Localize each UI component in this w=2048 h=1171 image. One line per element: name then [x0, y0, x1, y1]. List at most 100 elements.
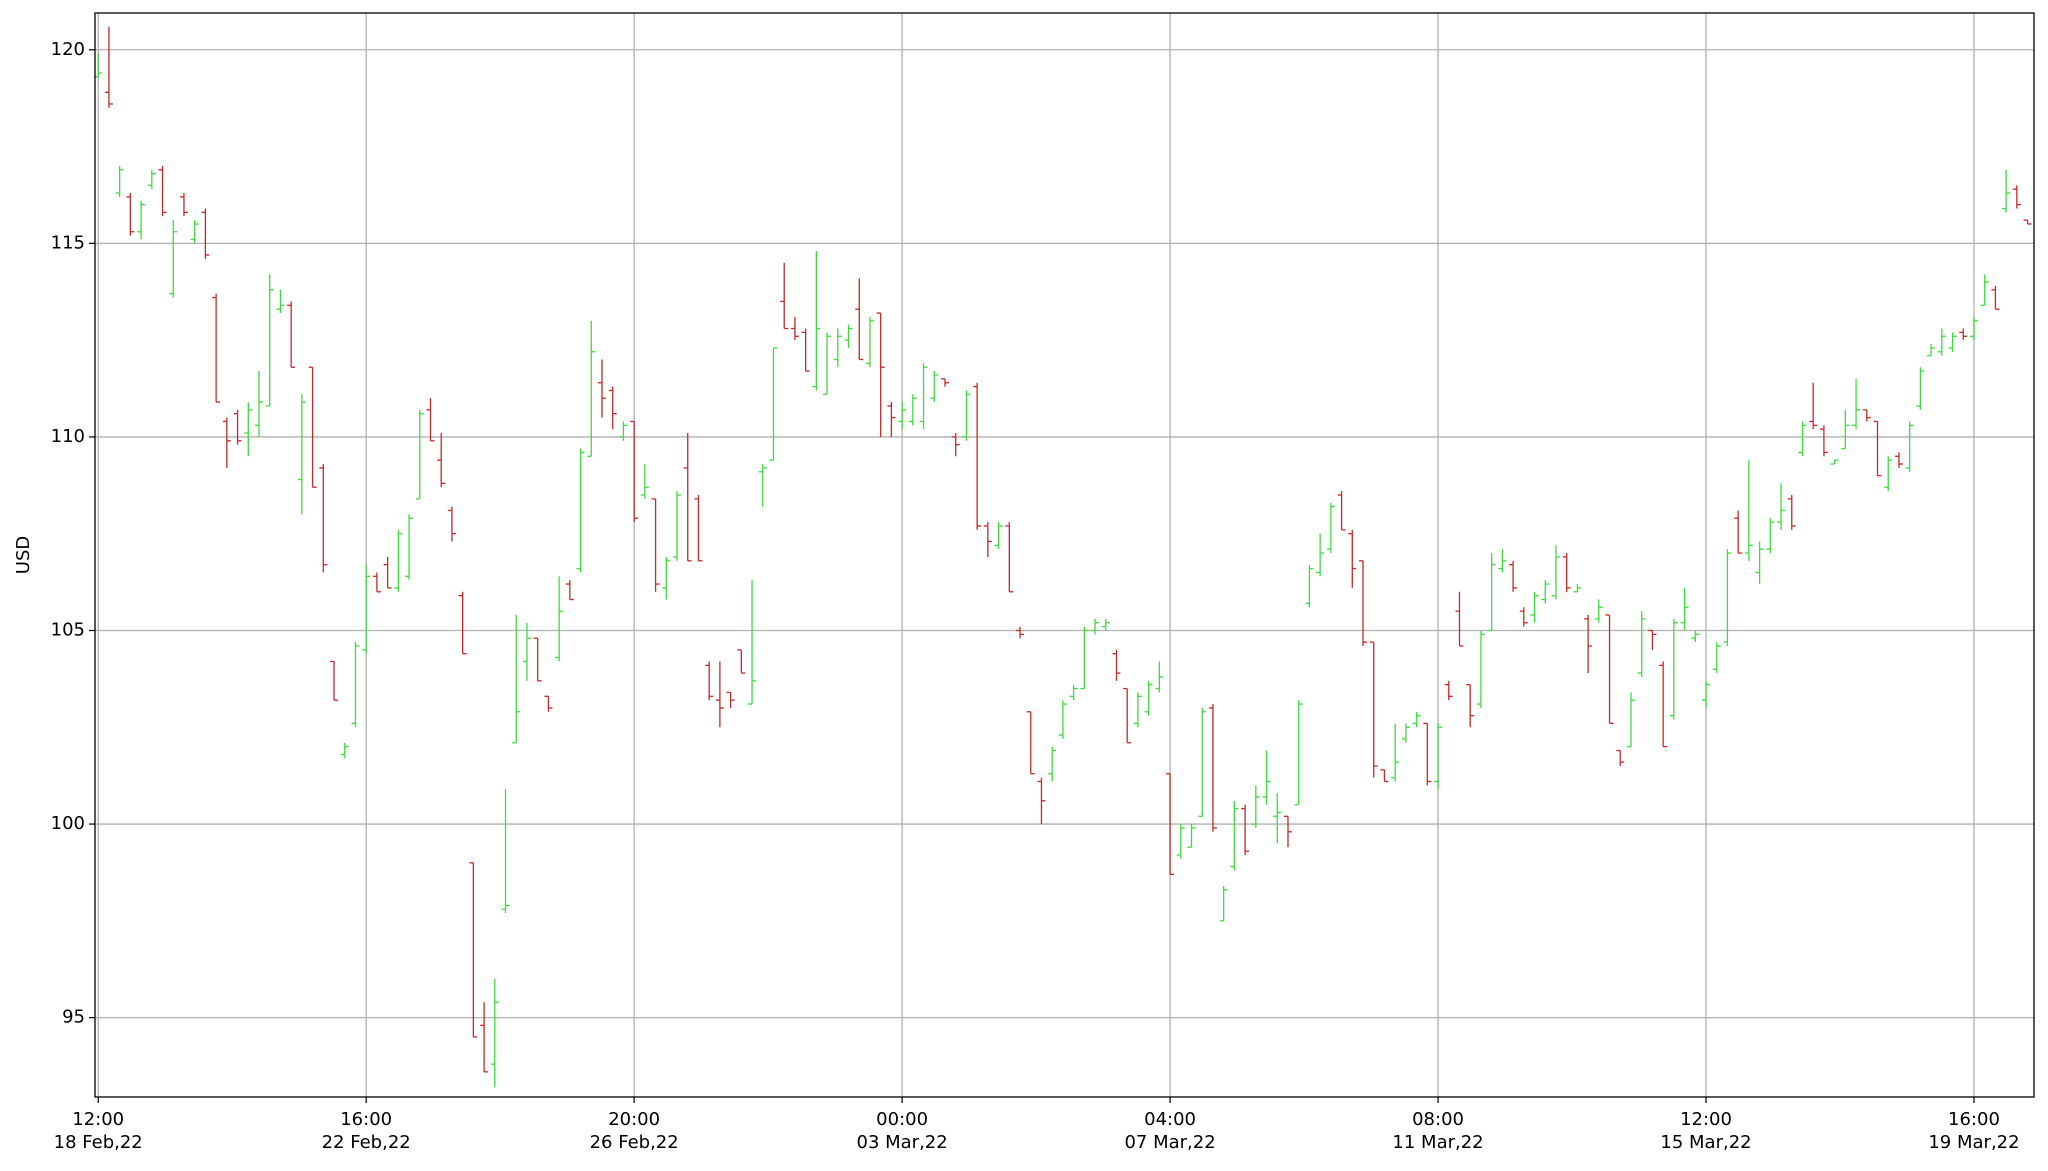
ohlc-bar	[233, 409, 242, 445]
ohlc-bar	[147, 169, 156, 190]
ohlc-bar	[1530, 591, 1539, 623]
ohlc-bar	[1166, 773, 1175, 876]
ohlc-bar	[1766, 518, 1775, 554]
x-tick-label: 04:00 07 Mar,22	[1124, 1109, 1216, 1153]
ohlc-bar	[512, 615, 521, 744]
ohlc-bar	[287, 301, 296, 368]
ohlc-bar	[940, 378, 949, 387]
ohlc-bar	[265, 274, 274, 407]
ohlc-bar	[1369, 641, 1378, 778]
ohlc-bar	[319, 464, 328, 573]
ohlc-bar	[1380, 769, 1389, 783]
ohlc-bar	[1423, 722, 1432, 786]
ohlc-bar	[1198, 707, 1207, 817]
x-tick-label: 00:00 03 Mar,22	[856, 1109, 948, 1153]
ohlc-bar	[1048, 746, 1057, 782]
bars	[94, 26, 2032, 1088]
ohlc-bar	[308, 366, 317, 488]
ohlc-bar	[983, 522, 992, 557]
ohlc-bar	[823, 332, 832, 395]
ohlc-bar	[930, 371, 939, 403]
ohlc-bar	[2002, 169, 2011, 213]
ohlc-bar	[1412, 711, 1421, 728]
ohlc-bar	[1326, 502, 1335, 554]
ohlc-bar	[758, 464, 767, 507]
ohlc-bar	[1359, 560, 1368, 646]
ohlc-bar	[415, 409, 424, 500]
ohlc-bar	[1894, 452, 1903, 468]
ohlc-bar	[190, 220, 199, 244]
ohlc-bar	[1980, 274, 1989, 306]
y-tick-label: 110	[51, 426, 85, 447]
ohlc-bar	[876, 312, 885, 437]
ohlc-bar	[297, 394, 306, 515]
ohlc-bar	[1305, 564, 1314, 608]
ohlc-bar	[790, 316, 799, 341]
ohlc-bar	[715, 661, 724, 728]
ohlc-bar	[1112, 649, 1121, 681]
y-tick-label: 120	[51, 39, 85, 60]
ohlc-bar	[1819, 425, 1828, 457]
ohlc-bar	[522, 622, 531, 681]
ohlc-bar	[1487, 553, 1496, 632]
ohlc-bar	[1058, 700, 1067, 739]
x-tick-label: 16:00 19 Mar,22	[1928, 1109, 2020, 1153]
ohlc-bar	[1691, 630, 1700, 643]
ohlc-bar	[1680, 587, 1689, 631]
ohlc-bar	[480, 1002, 489, 1073]
ohlc-bar	[769, 347, 778, 461]
ohlc-bar	[372, 572, 381, 593]
ohlc-bar	[973, 382, 982, 530]
ohlc-bar	[1702, 680, 1711, 708]
grid	[95, 13, 2034, 1097]
ohlc-bar	[1541, 580, 1550, 604]
ohlc-bar	[608, 386, 617, 430]
ohlc-bar	[1123, 687, 1132, 744]
ohlc-bar	[351, 642, 360, 728]
ohlc-bar	[1787, 494, 1796, 530]
ohlc-bar	[1005, 522, 1014, 593]
x-tick-label: 12:00 15 Mar,22	[1660, 1109, 1752, 1153]
ohlc-bar	[179, 193, 188, 217]
ohlc-bar	[780, 262, 789, 330]
ohlc-bar	[1969, 316, 1978, 341]
ohlc-bar	[201, 208, 210, 259]
ohlc-bar	[651, 498, 660, 592]
ohlc-bar	[1830, 459, 1839, 465]
ohlc-bar	[394, 529, 403, 592]
ohlc-bar	[1273, 793, 1282, 844]
ohlc-bar	[426, 398, 435, 442]
plot-frame	[94, 12, 2035, 1098]
ohlc-bar	[1283, 815, 1292, 848]
ohlc-bar	[104, 26, 113, 108]
ohlc-bar	[1241, 804, 1250, 856]
ohlc-bar	[1348, 529, 1357, 588]
ohlc-bar	[544, 695, 553, 712]
ohlc-bar	[1509, 560, 1518, 592]
ohlc-bar	[469, 862, 478, 1038]
ohlc-bar	[705, 661, 714, 701]
ohlc-bar	[1187, 824, 1196, 848]
ohlc-bar	[1669, 618, 1678, 720]
ohlc-bar	[1316, 533, 1325, 577]
ohlc-bar	[1551, 545, 1560, 600]
ohlc-bar	[137, 200, 146, 240]
ohlc-bar	[1626, 692, 1635, 748]
ohlc-bar	[555, 576, 564, 662]
ohlc-bar	[865, 316, 874, 368]
ohlc-bar	[1937, 328, 1946, 356]
ohlc-bar	[683, 433, 692, 562]
ohlc-bar	[458, 591, 467, 655]
ohlc-bar	[1927, 344, 1936, 357]
ohlc-bar	[748, 580, 757, 705]
ohlc-bar	[490, 978, 499, 1088]
ohlc-bar	[2012, 185, 2021, 209]
ohlc-bar	[1948, 332, 1957, 352]
ohlc-bar	[1262, 750, 1271, 805]
ohlc-bar	[1605, 614, 1614, 725]
ohlc-bar	[597, 359, 606, 418]
ohlc-bar	[1144, 680, 1153, 716]
x-tick-label: 12:00 18 Feb,22	[53, 1109, 143, 1153]
